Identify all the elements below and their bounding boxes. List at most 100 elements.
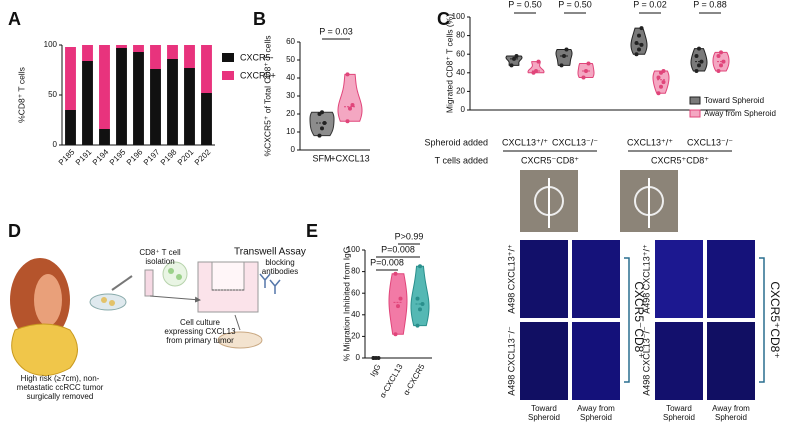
bar-segment bbox=[82, 45, 93, 61]
x-tick-label: P202 bbox=[193, 147, 213, 167]
row-label: A498 CXCL13⁺/⁺ bbox=[641, 244, 651, 314]
dish-tissue bbox=[109, 300, 115, 306]
data-point bbox=[656, 75, 661, 80]
legend-label: Toward Spheroid bbox=[704, 96, 764, 105]
p-value: P = 0.50 bbox=[558, 0, 592, 9]
bar-segment bbox=[116, 48, 127, 145]
y-tick-label: 50 bbox=[48, 90, 57, 99]
fluorescence-image bbox=[655, 240, 703, 318]
data-point bbox=[415, 323, 420, 328]
bar-segment bbox=[167, 59, 178, 145]
arrow bbox=[149, 295, 201, 303]
data-point bbox=[564, 47, 569, 52]
data-point bbox=[719, 50, 723, 55]
violin bbox=[690, 48, 708, 72]
bar-segment bbox=[133, 45, 144, 52]
data-point bbox=[345, 72, 350, 77]
y-tick-label: 80 bbox=[351, 267, 360, 276]
bar-segment bbox=[150, 45, 161, 69]
data-point bbox=[586, 61, 591, 66]
bar-segment bbox=[167, 45, 178, 59]
tube bbox=[144, 269, 154, 297]
y-tick-label: 0 bbox=[356, 353, 361, 362]
panel-letter: D bbox=[8, 221, 21, 241]
violin bbox=[630, 27, 648, 55]
pipette bbox=[111, 275, 133, 291]
data-point bbox=[721, 59, 726, 64]
data-point bbox=[348, 106, 352, 111]
diagram-title: Transwell Assay bbox=[234, 247, 306, 258]
y-tick-label: 0 bbox=[461, 105, 466, 114]
x-tick-label: P198 bbox=[159, 147, 179, 167]
x-tick-label: P185 bbox=[57, 147, 77, 167]
isolation-label: CD8⁺ T cell isolation bbox=[139, 248, 181, 266]
data-point bbox=[659, 84, 663, 89]
data-point bbox=[415, 296, 420, 301]
data-point bbox=[509, 63, 514, 68]
antibody bbox=[269, 279, 281, 294]
data-point bbox=[371, 356, 376, 360]
data-point bbox=[418, 307, 422, 312]
data-point bbox=[634, 41, 639, 46]
data-point bbox=[534, 68, 538, 73]
fluorescence-image bbox=[707, 240, 755, 318]
x-tick-label: P201 bbox=[176, 147, 196, 167]
data-point bbox=[345, 119, 350, 124]
column-label: Toward Spheroid bbox=[662, 404, 696, 422]
data-point bbox=[350, 103, 355, 107]
x-tick-label: P196 bbox=[125, 147, 145, 167]
p-value: P = 0.03 bbox=[319, 26, 353, 36]
y-tick-label: 20 bbox=[351, 332, 360, 341]
legend-swatch bbox=[689, 109, 701, 118]
data-point bbox=[536, 59, 541, 64]
y-tick-label: 40 bbox=[456, 68, 465, 77]
dish-tissue bbox=[101, 297, 107, 303]
cells-bubble bbox=[162, 261, 188, 287]
spheroid-label: CXCL13⁺/⁺ bbox=[502, 137, 548, 147]
y-axis-label: Migrated CD8⁺ T cells (%) bbox=[444, 14, 454, 113]
data-point bbox=[420, 302, 425, 306]
spheroid-label: CXCL13⁻/⁻ bbox=[552, 137, 598, 147]
violin bbox=[337, 73, 363, 122]
violin bbox=[309, 111, 335, 137]
p-value: P=0.008 bbox=[381, 244, 415, 254]
y-tick-label: 50 bbox=[286, 55, 295, 64]
y-tick-label: 100 bbox=[452, 12, 466, 21]
y-tick-label: 60 bbox=[456, 49, 465, 58]
arrow bbox=[234, 314, 241, 331]
legend-swatch bbox=[689, 96, 701, 105]
bar-segment bbox=[133, 52, 144, 145]
row-label: Spheroid added bbox=[424, 137, 488, 147]
legend-label: CXCR5+ bbox=[240, 70, 276, 80]
bar-segment bbox=[82, 61, 93, 145]
legend-label: Away from Spheroid bbox=[704, 109, 776, 118]
data-point bbox=[559, 63, 564, 68]
row-label: A498 CXCL13⁻/⁻ bbox=[641, 326, 651, 396]
data-point bbox=[634, 52, 639, 57]
violin bbox=[410, 265, 430, 327]
data-point bbox=[320, 110, 324, 115]
y-tick-label: 0 bbox=[291, 145, 296, 154]
data-point bbox=[656, 91, 661, 96]
data-point bbox=[376, 356, 381, 360]
diagram-art bbox=[10, 258, 281, 376]
data-point bbox=[393, 332, 398, 337]
data-point bbox=[699, 59, 704, 64]
data-point bbox=[719, 63, 723, 68]
data-point bbox=[322, 121, 327, 125]
tcell-label: CXCR5⁻CD8⁺ bbox=[521, 155, 579, 165]
fluorescence-image bbox=[572, 240, 620, 318]
bar-segment bbox=[184, 68, 195, 145]
y-tick-label: 60 bbox=[351, 288, 360, 297]
y-tick-label: 20 bbox=[286, 109, 295, 118]
transwell-insert bbox=[211, 261, 245, 291]
dish bbox=[89, 293, 127, 311]
fluorescence-image bbox=[520, 322, 568, 400]
antibody bbox=[259, 273, 271, 288]
x-tick-label: P195 bbox=[108, 147, 128, 167]
fluorescence-image bbox=[572, 322, 620, 400]
p-value: P=0.008 bbox=[370, 257, 404, 267]
column-label: Away from Spheroid bbox=[577, 404, 615, 422]
p-value: P = 0.88 bbox=[693, 0, 727, 9]
data-point bbox=[697, 46, 701, 51]
